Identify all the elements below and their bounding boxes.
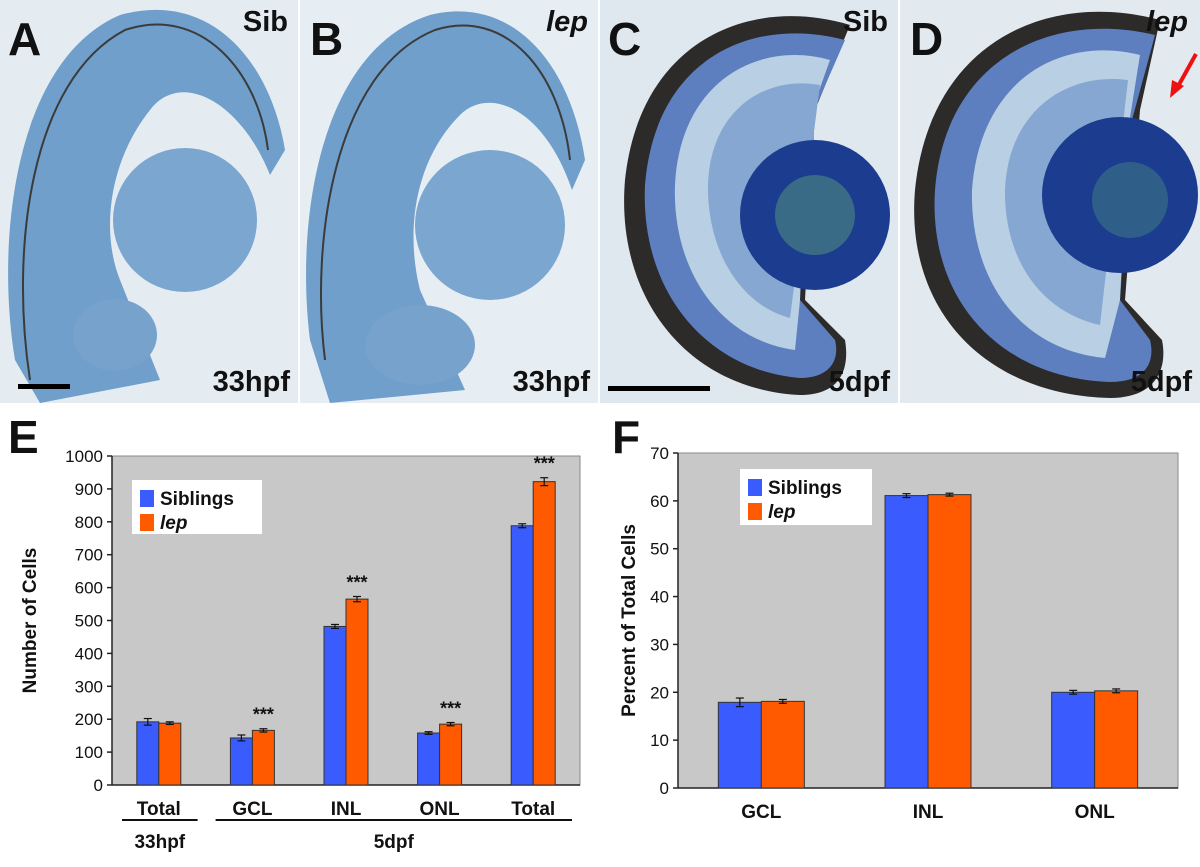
panel-stage-label: 33hpf <box>512 366 590 398</box>
bar <box>345 598 369 786</box>
micrograph-panel-d: D lep 5dpf <box>900 0 1200 403</box>
legend-swatch <box>748 503 762 520</box>
bar <box>229 737 253 786</box>
x-tick-label: INL <box>913 802 944 823</box>
chart-e-svg: 0 100 200 300 400 500 600 700 800 900 1000 Number o… <box>20 447 581 853</box>
bar <box>136 721 160 786</box>
y-tick-label: 800 <box>75 513 103 532</box>
legend-swatch <box>140 514 154 531</box>
panel-genotype-label: Sib <box>242 6 288 38</box>
x-tick-label: INL <box>331 799 362 820</box>
y-tick-label: 1000 <box>65 447 103 466</box>
panel-genotype-label: lep <box>546 6 588 38</box>
legend-label: lep <box>160 513 187 534</box>
bar <box>927 494 972 789</box>
panel-stage-label: 5dpf <box>828 366 890 398</box>
bar <box>323 625 347 786</box>
bar <box>510 525 534 786</box>
y-tick-label: 600 <box>75 579 103 598</box>
panel-genotype-label: Sib <box>842 6 888 38</box>
x-tick-label: ONL <box>420 799 461 820</box>
y-tick-label: 900 <box>75 480 103 499</box>
legend-label: lep <box>768 502 795 523</box>
panel-letter: A <box>8 13 42 65</box>
y-tick-label: 300 <box>75 677 103 696</box>
chart-f: 0 10 20 30 40 50 60 70 Percent of Total Cells GCL… <box>600 405 1200 867</box>
bar <box>417 732 441 786</box>
bar <box>1051 691 1096 789</box>
y-tick-label: 40 <box>650 588 669 607</box>
panel-letter: C <box>608 13 642 65</box>
chart-e: 0 100 200 300 400 500 600 700 800 900 1000 Number o… <box>0 405 600 867</box>
y-tick-label: 100 <box>75 743 103 762</box>
scale-bar <box>18 384 70 389</box>
panel-a-image <box>0 0 298 403</box>
panel-stage-label: 33hpf <box>212 366 290 398</box>
bar <box>439 723 463 786</box>
panel-c-image <box>600 0 898 403</box>
scale-bar <box>608 386 710 391</box>
panel-letter: B <box>310 13 344 65</box>
panel-stage-label: 5dpf <box>1130 366 1192 398</box>
legend-label: Siblings <box>768 478 842 499</box>
significance-marker: *** <box>534 454 555 474</box>
significance-marker: *** <box>253 705 274 725</box>
bar <box>884 495 929 789</box>
panel-b-image <box>300 0 598 403</box>
bar <box>717 701 762 789</box>
y-tick-label: 30 <box>650 635 669 654</box>
y-tick-label: 200 <box>75 710 103 729</box>
y-tick-label: 700 <box>75 546 103 565</box>
x-tick-label: GCL <box>741 802 782 823</box>
legend-swatch <box>140 490 154 507</box>
x-tick-label: Total <box>137 799 181 820</box>
y-tick-label: 400 <box>75 644 103 663</box>
panel-letter-e: E <box>8 411 39 463</box>
bar <box>158 722 182 786</box>
bar <box>760 700 805 789</box>
y-tick-label: 500 <box>75 612 103 631</box>
group-label: 33hpf <box>134 832 185 853</box>
micrograph-panel-a: A Sib 33hpf <box>0 0 298 403</box>
x-tick-label: GCL <box>232 799 273 820</box>
y-axis-label: Number of Cells <box>20 548 41 694</box>
legend-label: Siblings <box>160 489 234 510</box>
bar <box>251 729 275 786</box>
y-tick-label: 20 <box>650 683 669 702</box>
red-arrow-icon <box>1170 53 1198 98</box>
significance-marker: *** <box>440 698 461 718</box>
y-tick-label: 60 <box>650 492 669 511</box>
x-tick-label: ONL <box>1075 802 1116 823</box>
legend-swatch <box>748 479 762 496</box>
panel-letter: D <box>910 13 944 65</box>
y-tick-label: 10 <box>650 731 669 750</box>
bar <box>1094 690 1139 789</box>
y-tick-label: 0 <box>94 776 103 795</box>
micrograph-panel-c: C Sib 5dpf <box>600 0 898 403</box>
panel-genotype-label: lep <box>1146 6 1188 38</box>
micrograph-panel-b: B lep 33hpf <box>300 0 598 403</box>
y-axis-label: Percent of Total Cells <box>619 524 640 717</box>
y-tick-label: 50 <box>650 540 669 559</box>
group-label: 5dpf <box>374 832 415 853</box>
significance-marker: *** <box>346 572 367 592</box>
panel-d-image <box>900 0 1200 403</box>
bar <box>532 481 556 786</box>
x-tick-label: Total <box>511 799 555 820</box>
chart-f-svg: 0 10 20 30 40 50 60 70 Percent of Total Cells GCL… <box>619 444 1179 823</box>
panel-letter-f: F <box>612 411 641 463</box>
y-tick-label: 70 <box>650 444 669 463</box>
y-tick-label: 0 <box>660 779 669 798</box>
